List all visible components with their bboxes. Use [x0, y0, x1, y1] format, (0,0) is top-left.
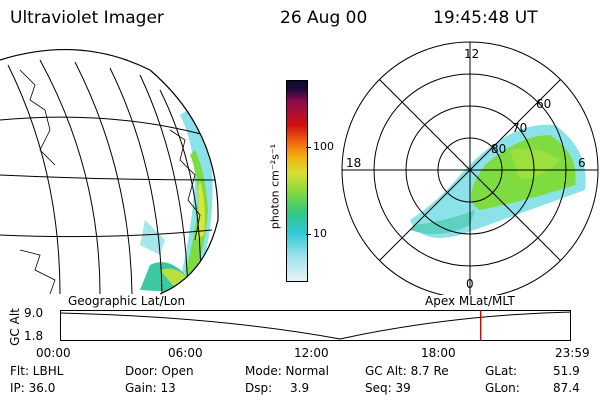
colorbar-unit-label: photon cm⁻²s⁻¹: [268, 143, 282, 230]
polar-panel-label: Apex MLat/MLT: [425, 294, 515, 308]
mlt-label-12: 12: [464, 47, 480, 61]
mlat-label-70: 70: [512, 121, 528, 135]
colorbar: [286, 80, 308, 282]
colorbar-tick-10: 10: [313, 227, 327, 240]
info-glat-value: 51.9: [553, 364, 580, 378]
info-glon-label: GLon:: [485, 381, 520, 395]
altitude-ytick-9: 9.0: [24, 306, 44, 320]
mlt-label-18: 18: [346, 156, 362, 170]
altitude-ytick-1.8: 1.8: [24, 329, 44, 343]
geographic-map: [0, 49, 219, 295]
info-dsp-label: Dsp:: [245, 381, 273, 395]
altitude-xtick-4: 23:59: [555, 346, 590, 360]
info-glon-value: 87.4: [553, 381, 580, 395]
instrument-title: Ultraviolet Imager: [10, 8, 164, 28]
info-gc-alt: GC Alt: 8.7 Re: [365, 364, 449, 378]
mlt-label-0: 0: [466, 277, 474, 291]
colorbar-tick: [306, 147, 311, 148]
altitude-xtick-1: 06:00: [168, 346, 203, 360]
altitude-xtick-2: 12:00: [294, 346, 329, 360]
info-seq: Seq: 39: [365, 381, 411, 395]
geographic-panel-label: Geographic Lat/Lon: [68, 294, 186, 308]
date-label: 26 Aug 00: [280, 8, 368, 28]
info-ip: IP: 36.0: [10, 381, 56, 395]
polar-plot: [341, 41, 599, 295]
mlt-label-6: 6: [578, 156, 586, 170]
altitude-plot: [60, 310, 572, 341]
colorbar-tick: [306, 234, 311, 235]
altitude-ylabel: GC Alt: [8, 308, 22, 346]
info-dsp-value: 3.9: [290, 381, 310, 395]
info-door: Door: Open: [125, 364, 194, 378]
info-mode: Mode: Normal: [245, 364, 329, 378]
info-flt: Flt: LBHL: [10, 364, 64, 378]
altitude-xtick-0: 00:00: [36, 346, 71, 360]
mlat-label-80: 80: [491, 142, 507, 156]
info-gain: Gain: 13: [125, 381, 176, 395]
mlat-label-60: 60: [536, 97, 552, 111]
time-label: 19:45:48 UT: [433, 8, 538, 28]
info-glat-label: GLat:: [485, 364, 518, 378]
altitude-xtick-3: 18:00: [421, 346, 456, 360]
colorbar-tick-100: 100: [313, 140, 334, 153]
